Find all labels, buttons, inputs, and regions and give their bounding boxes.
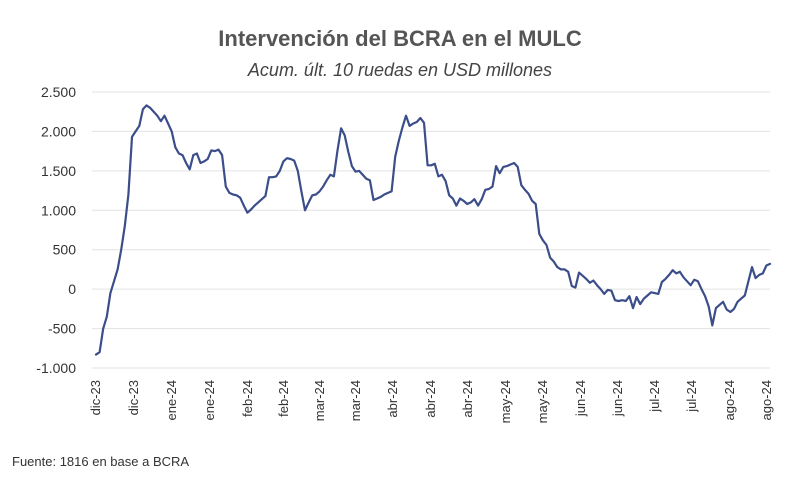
- x-tick-label: jul-24: [684, 380, 699, 413]
- x-tick-label: abr-24: [423, 380, 438, 418]
- chart-title: Intervención del BCRA en el MULC: [218, 26, 582, 51]
- gridlines: [92, 91, 770, 369]
- y-axis: -1.000 -500 0 500 1.000 1.500 2.000 2.500: [36, 84, 76, 376]
- series-line: [94, 104, 772, 356]
- y-tick-label: 1.000: [41, 202, 76, 218]
- y-tick-label: 0: [68, 281, 76, 297]
- x-tick-label: dic-23: [126, 380, 141, 415]
- x-tick-label: ene-24: [202, 380, 217, 420]
- x-tick-label: jun-24: [610, 380, 625, 417]
- x-axis: dic-23 dic-23 ene-24 ene-24 feb-24 feb-24 mar-…: [88, 380, 774, 423]
- chart-subtitle: Acum. últ. 10 ruedas en USD millones: [247, 60, 553, 80]
- x-tick-label: may-24: [498, 380, 513, 423]
- x-tick-label: abr-24: [385, 380, 400, 418]
- x-tick-label: feb-24: [240, 380, 255, 417]
- y-tick-label: -1.000: [36, 360, 76, 376]
- x-tick-label: abr-24: [460, 380, 475, 418]
- y-tick-label: 2.000: [41, 123, 76, 139]
- x-tick-label: feb-24: [276, 380, 291, 417]
- y-tick-label: 500: [53, 242, 77, 258]
- x-tick-label: dic-23: [88, 380, 103, 415]
- source-note: Fuente: 1816 en base a BCRA: [12, 454, 190, 469]
- x-tick-label: mar-24: [312, 380, 327, 421]
- x-tick-label: may-24: [535, 380, 550, 423]
- x-tick-label: ago-24: [759, 380, 774, 420]
- x-tick-label: jul-24: [647, 380, 662, 413]
- y-tick-label: -500: [48, 321, 76, 337]
- x-tick-label: ene-24: [164, 380, 179, 420]
- series-group: [94, 104, 772, 356]
- y-tick-label: 1.500: [41, 163, 76, 179]
- x-tick-label: jun-24: [573, 380, 588, 417]
- x-tick-label: ago-24: [722, 380, 737, 420]
- x-tick-label: mar-24: [348, 380, 363, 421]
- y-tick-label: 2.500: [41, 84, 76, 100]
